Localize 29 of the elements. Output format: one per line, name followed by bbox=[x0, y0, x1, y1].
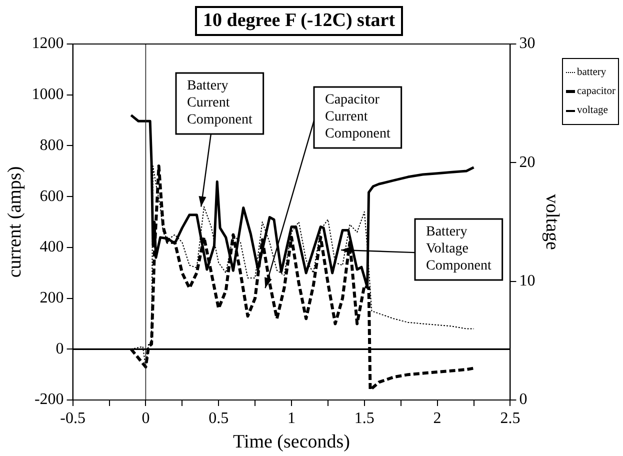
y-tick-label: 0 bbox=[56, 340, 64, 358]
y2-tick-label: 30 bbox=[519, 35, 536, 52]
x-tick-label: 0.5 bbox=[208, 410, 229, 427]
y-tick-label: 600 bbox=[40, 188, 64, 205]
x-tick-label: 1 bbox=[288, 410, 296, 427]
y-tick-label: 400 bbox=[40, 238, 64, 256]
annotation: Battery Current Component bbox=[187, 78, 252, 128]
chart-title: 10 degree F (-12C) start bbox=[195, 6, 404, 36]
annotation: Battery Voltage Component bbox=[426, 224, 492, 274]
y-tick-label: -200 bbox=[34, 391, 64, 408]
x-tick-label: 0 bbox=[142, 410, 150, 427]
y-tick-label: 200 bbox=[40, 289, 64, 306]
y-axis-title: current (amps) bbox=[4, 166, 26, 278]
legend-label: voltage bbox=[577, 105, 608, 116]
y2-tick-label: 10 bbox=[519, 272, 536, 290]
x-tick-label: 1.5 bbox=[354, 410, 374, 427]
y-tick-label: 1000 bbox=[32, 86, 64, 104]
x-tick-label: -0.5 bbox=[60, 410, 86, 427]
annotation: Capacitor Current Component bbox=[325, 92, 390, 142]
y-tick-label: 1200 bbox=[32, 35, 64, 52]
legend-label: battery bbox=[577, 67, 606, 78]
x-axis-title: Time (seconds) bbox=[233, 432, 350, 453]
x-tick-label: 2 bbox=[433, 410, 442, 427]
y2-tick-label: 0 bbox=[519, 391, 528, 408]
y2-tick-label: 20 bbox=[519, 154, 536, 171]
legend-label: capacitor bbox=[577, 86, 616, 97]
x-tick-label: 2.5 bbox=[500, 410, 520, 427]
y2-axis-title: voltage bbox=[542, 194, 563, 250]
y-tick-label: 800 bbox=[40, 136, 64, 154]
